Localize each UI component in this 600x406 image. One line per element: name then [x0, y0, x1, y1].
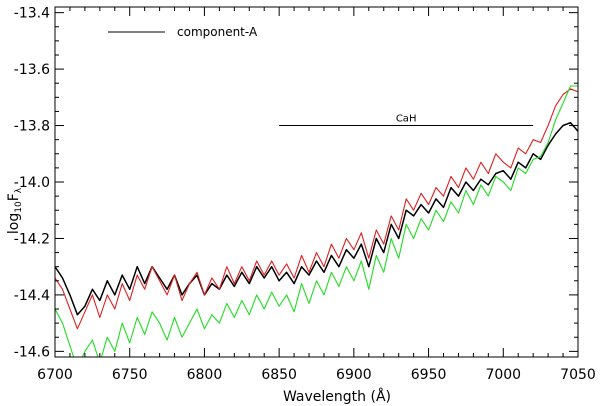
x-tick-label: 7050 — [560, 367, 596, 383]
y-tick-label: -14.2 — [14, 231, 50, 247]
axis-ticks — [54, 7, 579, 357]
plot-frame-rect — [54, 6, 579, 358]
y-tick-label: -13.6 — [14, 62, 50, 78]
plot-lines — [55, 85, 578, 357]
series-line-3 — [55, 85, 578, 357]
y-axis-title-lambda: λ — [14, 187, 24, 193]
x-axis-title: Wavelength (Å) — [283, 388, 391, 405]
band-label: CaH — [396, 114, 417, 125]
axis-tick-labels: 6700 6750 6800 6850 6900 6950 7000 7050 -14.6 -14… — [14, 6, 596, 383]
y-axis-title-base: log — [6, 213, 22, 234]
y-axis-title-subscript: 10 — [14, 201, 24, 213]
annotations: component-A CaH — [108, 25, 534, 127]
series-line-2 — [55, 88, 578, 330]
x-tick-label: 6700 — [37, 367, 73, 383]
plot-frame — [54, 6, 579, 358]
y-tick-label: -14.6 — [14, 344, 50, 360]
x-tick-label: 6800 — [187, 367, 223, 383]
y-tick-label: -14.0 — [14, 175, 50, 191]
legend-label: component-A — [177, 25, 258, 39]
y-axis-title: log10Fλ — [6, 187, 24, 234]
y-tick-label: -13.8 — [14, 119, 50, 135]
y-tick-label: -13.4 — [14, 6, 50, 22]
x-tick-label: 6950 — [411, 367, 447, 383]
y-axis-title-main: F — [6, 193, 22, 201]
x-tick-label: 7000 — [485, 367, 521, 383]
y-tick-label: -14.4 — [14, 288, 50, 304]
x-tick-label: 6850 — [261, 367, 297, 383]
x-tick-label: 6750 — [112, 367, 148, 383]
series-line-1 — [55, 121, 578, 316]
x-tick-label: 6900 — [336, 367, 372, 383]
